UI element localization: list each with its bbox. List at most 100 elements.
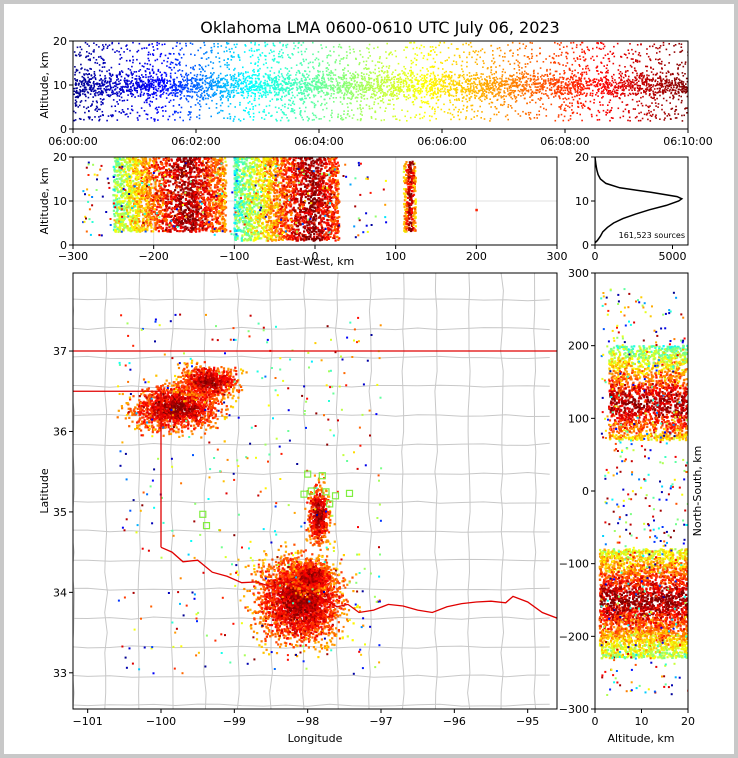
altitude-time-point xyxy=(109,83,111,86)
altitude-time-point xyxy=(384,93,387,95)
altitude-time-point xyxy=(325,85,327,88)
altitude-time-point xyxy=(254,83,257,85)
altitude-time-point xyxy=(562,93,565,95)
altitude-time-point xyxy=(489,88,491,90)
altitude-time-point xyxy=(521,67,523,69)
altitude-time-point xyxy=(263,109,265,111)
altitude-time-point xyxy=(326,55,329,57)
altitude-time-point xyxy=(341,119,344,121)
altitude-time-point xyxy=(583,105,586,107)
altitude-time-point xyxy=(474,94,476,97)
altitude-time-point xyxy=(174,90,177,92)
altitude-time-point xyxy=(590,113,593,116)
altitude-time-point xyxy=(536,86,538,89)
altitude-time-point xyxy=(245,76,248,79)
altitude-time-point xyxy=(345,77,348,80)
altitude-time-point xyxy=(101,110,104,113)
altitude-time-point xyxy=(302,82,305,85)
altitude-time-point xyxy=(652,90,654,93)
altitude-time-point xyxy=(215,83,218,85)
altitude-time-point xyxy=(104,79,107,82)
altitude-time-point xyxy=(119,71,121,73)
altitude-time-point xyxy=(449,112,452,115)
altitude-time-point xyxy=(148,85,151,87)
altitude-time-point xyxy=(90,87,92,89)
altitude-time-point xyxy=(529,101,531,104)
altitude-time-point xyxy=(591,92,594,95)
altitude-time-point xyxy=(87,84,89,87)
altitude-time-point xyxy=(182,86,184,89)
altitude-time-point xyxy=(329,84,332,87)
altitude-time-point xyxy=(345,93,348,96)
altitude-time-point xyxy=(151,93,154,96)
altitude-time-point xyxy=(148,88,151,90)
altitude-time-point xyxy=(174,111,176,114)
altitude-time-point xyxy=(176,89,178,92)
altitude-time-point xyxy=(153,120,156,122)
altitude-time-point xyxy=(118,50,120,53)
altitude-time-point xyxy=(250,86,253,88)
altitude-time-point xyxy=(425,79,427,82)
altitude-time-point xyxy=(619,81,622,84)
altitude-time-point xyxy=(379,56,381,58)
altitude-time-point xyxy=(240,72,243,74)
altitude-time-point xyxy=(247,90,249,93)
altitude-time-point xyxy=(277,98,279,101)
altitude-time-point xyxy=(227,84,230,86)
altitude-time-point xyxy=(493,113,496,116)
altitude-time-point xyxy=(640,96,642,99)
altitude-time-point xyxy=(212,85,215,87)
altitude-time-point xyxy=(606,89,608,92)
altitude-time-point xyxy=(86,81,89,83)
altitude-time-point xyxy=(264,86,267,89)
altitude-time-point xyxy=(144,89,147,91)
altitude-time-point xyxy=(606,92,609,95)
altitude-time-point xyxy=(576,44,578,46)
altitude-time-point xyxy=(651,97,654,99)
altitude-time-point xyxy=(395,118,397,120)
altitude-time-point xyxy=(562,78,565,80)
altitude-time-point xyxy=(125,45,127,47)
altitude-time-point xyxy=(170,76,172,79)
altitude-time-point xyxy=(297,69,300,72)
altitude-time-point xyxy=(103,81,106,83)
altitude-time-point xyxy=(213,93,216,96)
altitude-time-point xyxy=(469,79,472,81)
altitude-time-point xyxy=(345,74,347,76)
altitude-time-point xyxy=(583,78,586,80)
altitude-time-point xyxy=(352,72,354,75)
altitude-time-point xyxy=(665,80,668,82)
altitude-time-point xyxy=(277,74,280,77)
altitude-time-point xyxy=(639,85,641,87)
altitude-time-point xyxy=(625,54,627,56)
altitude-time-point xyxy=(682,90,684,92)
altitude-time-point xyxy=(427,84,429,87)
altitude-time-point xyxy=(286,76,289,79)
altitude-time-point xyxy=(367,57,370,59)
altitude-time-point xyxy=(646,82,648,85)
altitude-time-point xyxy=(553,61,556,63)
altitude-time-point xyxy=(579,82,581,85)
altitude-time-point xyxy=(126,99,129,101)
altitude-time-point xyxy=(521,71,523,74)
altitude-time-point xyxy=(192,66,194,68)
altitude-time-point xyxy=(351,92,354,95)
altitude-time-point xyxy=(686,107,688,109)
altitude-time-point xyxy=(585,71,588,73)
altitude-time-point xyxy=(162,80,164,83)
altitude-time-point xyxy=(387,79,389,81)
altitude-time-point xyxy=(612,62,615,65)
altitude-time-point xyxy=(164,85,166,88)
altitude-time-point xyxy=(290,67,293,69)
altitude-time-point xyxy=(362,78,364,81)
altitude-time-point xyxy=(449,78,452,80)
altitude-time-point xyxy=(460,91,463,93)
altitude-time-point xyxy=(525,45,527,47)
altitude-time-point xyxy=(603,76,605,79)
altitude-time-point xyxy=(79,55,81,57)
altitude-time-point xyxy=(183,87,186,90)
altitude-time-point xyxy=(173,89,176,91)
altitude-time-point xyxy=(508,92,511,94)
altitude-time-point xyxy=(352,48,355,51)
altitude-time-point xyxy=(665,88,668,91)
